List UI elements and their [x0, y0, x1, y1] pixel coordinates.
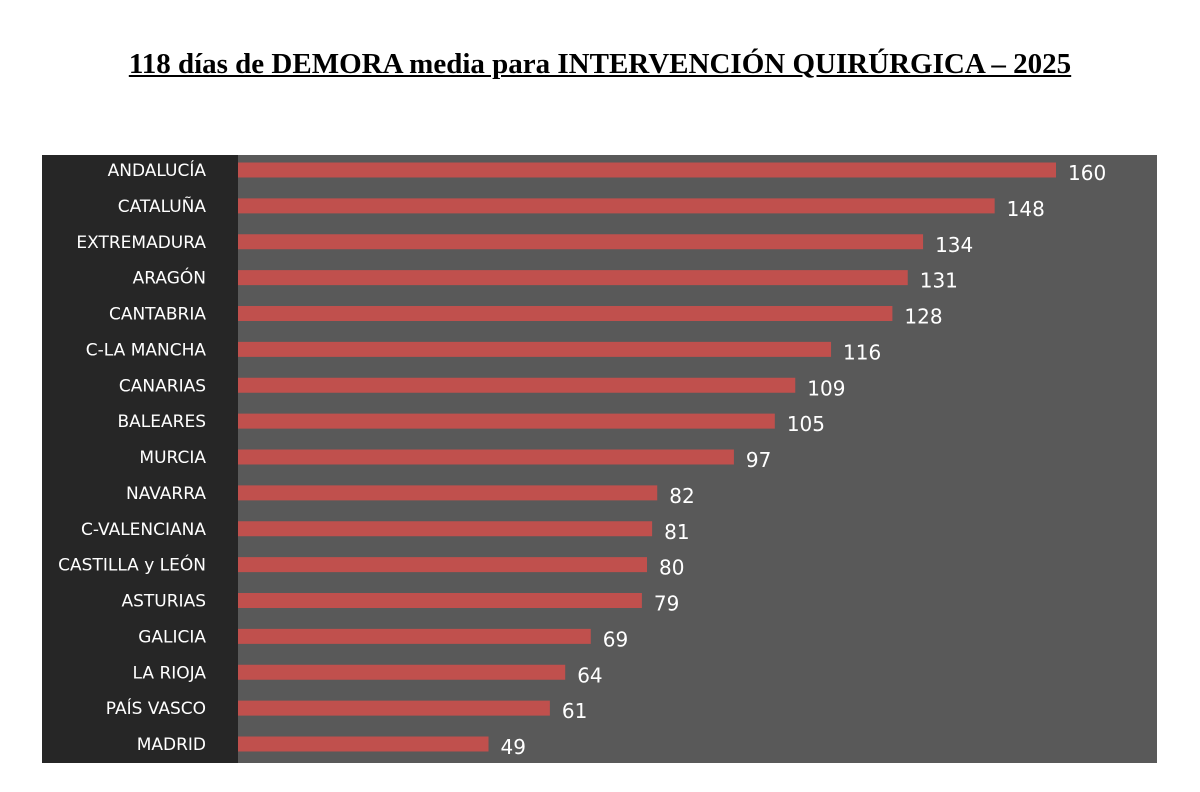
bar-6: [238, 377, 796, 393]
bar-1: [238, 198, 995, 214]
category-label: BALEARES: [118, 412, 206, 432]
bar-5: [238, 341, 832, 357]
bar-11: [238, 557, 647, 573]
data-label: 80: [659, 556, 684, 580]
bar-13: [238, 628, 591, 644]
category-label: C-VALENCIANA: [81, 520, 206, 540]
category-label: CASTILLA y LEÓN: [58, 554, 206, 576]
data-label: 134: [935, 233, 973, 257]
category-label: NAVARRA: [126, 484, 206, 504]
data-label: 79: [654, 592, 679, 616]
category-label: PAÍS VASCO: [106, 697, 206, 719]
chart-title: 118 días de DEMORA media para INTERVENCI…: [128, 48, 1072, 80]
data-label: 81: [664, 520, 689, 544]
category-label: EXTREMADURA: [76, 233, 206, 253]
bar-9: [238, 485, 658, 501]
bar-3: [238, 270, 908, 286]
data-label: 69: [603, 627, 628, 651]
category-label: C-LA MANCHA: [86, 340, 207, 360]
data-label: 61: [562, 699, 587, 723]
data-label: 148: [1007, 197, 1045, 221]
bar-8: [238, 449, 734, 465]
category-label: MADRID: [137, 735, 206, 755]
data-label: 116: [843, 340, 881, 364]
bar-10: [238, 521, 653, 537]
category-label: CATALUÑA: [118, 195, 207, 217]
category-label: GALICIA: [138, 627, 206, 647]
bar-12: [238, 593, 642, 608]
category-label: ARAGÓN: [133, 267, 206, 289]
bar-15: [238, 700, 550, 716]
bar-2: [238, 234, 924, 250]
data-label: 82: [669, 484, 694, 508]
bar-0: [238, 162, 1056, 178]
data-label: 131: [920, 269, 958, 293]
data-label: 97: [746, 448, 771, 472]
bar-16: [238, 736, 489, 752]
bar-4: [238, 306, 893, 321]
bar-14: [238, 664, 566, 680]
data-label: 64: [577, 663, 602, 687]
category-label: CANARIAS: [119, 376, 206, 396]
data-label: 128: [904, 305, 942, 329]
data-label: 160: [1068, 161, 1106, 185]
category-label: ASTURIAS: [122, 592, 207, 612]
category-label: MURCIA: [139, 448, 206, 468]
data-label: 109: [807, 376, 845, 400]
category-label: CANTABRIA: [109, 305, 206, 325]
category-label-panel: [42, 155, 238, 763]
category-label: LA RIOJA: [133, 663, 207, 683]
data-label: 105: [787, 412, 825, 436]
bar-7: [238, 413, 775, 429]
category-label: ANDALUCÍA: [108, 159, 207, 181]
data-label: 49: [501, 735, 526, 759]
